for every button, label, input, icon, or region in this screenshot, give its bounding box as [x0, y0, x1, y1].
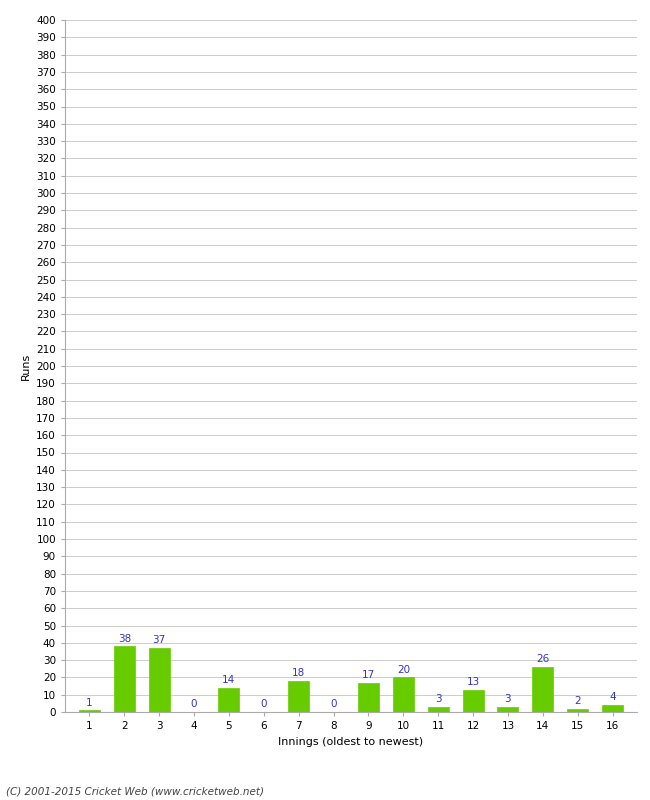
- Text: 0: 0: [261, 699, 267, 710]
- Y-axis label: Runs: Runs: [21, 352, 31, 380]
- Text: 0: 0: [330, 699, 337, 710]
- Bar: [567, 709, 588, 712]
- Text: 4: 4: [609, 693, 616, 702]
- Text: 20: 20: [396, 665, 410, 675]
- Bar: [532, 667, 553, 712]
- Bar: [114, 646, 135, 712]
- Bar: [602, 705, 623, 712]
- Bar: [358, 682, 379, 712]
- Bar: [288, 681, 309, 712]
- Text: (C) 2001-2015 Cricket Web (www.cricketweb.net): (C) 2001-2015 Cricket Web (www.cricketwe…: [6, 786, 265, 796]
- Text: 13: 13: [467, 677, 480, 687]
- Text: 3: 3: [504, 694, 512, 704]
- X-axis label: Innings (oldest to newest): Innings (oldest to newest): [278, 737, 424, 746]
- Bar: [79, 710, 100, 712]
- Bar: [149, 648, 170, 712]
- Bar: [428, 707, 448, 712]
- Text: 17: 17: [362, 670, 375, 680]
- Bar: [218, 688, 239, 712]
- Text: 2: 2: [575, 696, 581, 706]
- Text: 18: 18: [292, 668, 306, 678]
- Bar: [497, 707, 519, 712]
- Text: 3: 3: [435, 694, 441, 704]
- Bar: [393, 678, 414, 712]
- Text: 14: 14: [222, 675, 235, 685]
- Bar: [463, 690, 484, 712]
- Text: 37: 37: [153, 635, 166, 646]
- Text: 26: 26: [536, 654, 549, 665]
- Text: 0: 0: [191, 699, 198, 710]
- Text: 38: 38: [118, 634, 131, 644]
- Text: 1: 1: [86, 698, 93, 708]
